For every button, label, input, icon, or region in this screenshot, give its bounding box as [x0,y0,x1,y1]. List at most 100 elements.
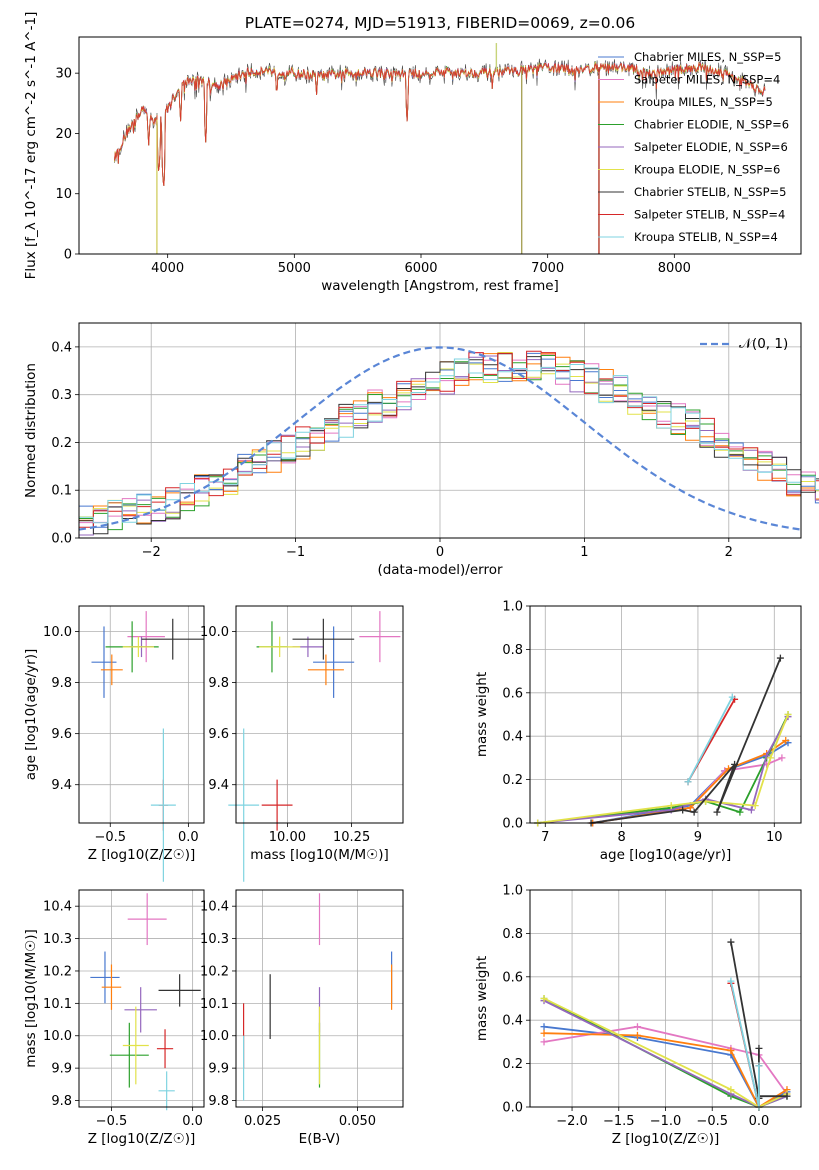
y-tick-label: 0.0 [51,532,72,547]
weight-point-marker [633,1023,641,1031]
x-tick-label: −0.5 [696,1114,728,1129]
plot-area [114,43,766,254]
panel-6: −0.5 0.0 9.8 9.9 10.0 10.1 10.2 10.3 10.4 Z [log1… [23,889,205,1147]
histogram-step [79,352,819,528]
weight-point-marker [727,938,735,946]
weight-point-marker [776,654,784,662]
y-tick-label: 0.3 [51,388,72,403]
x-axis-label: wavelength [Angstrom, rest frame] [321,278,559,294]
x-tick-label: −2 [142,545,161,560]
plot-area [228,611,401,882]
legend: Chabrier MILES, N_SSP=5 Salpeter MILES, N… [598,50,789,244]
weight-line [730,980,760,1108]
legend-label: Chabrier MILES, N_SSP=5 [634,50,781,64]
y-tick-label: 9.8 [208,1094,229,1109]
weight-point-marker [728,693,736,701]
panel-4: 10.00 10.25 9.4 9.6 9.8 10.0 mass [log10(M/M☉)… [200,605,404,882]
y-tick-label: 0.2 [502,773,523,788]
weight-point-marker [727,1047,735,1055]
axis-ticks: −2.0 −1.5 −1.0 −0.5 0.0 0.0 0.2 0.4 0.6 0.8 1.0 [502,884,769,1130]
weight-point-marker [727,977,735,985]
weight-point-marker [633,1031,641,1039]
legend-label: Salpeter STELIB, N_SSP=4 [634,208,785,222]
y-tick-label: 10 [55,187,72,202]
weight-point-marker [540,1038,548,1046]
y-tick-label: 0.8 [502,643,523,658]
legend-label: Chabrier STELIB, N_SSP=5 [634,185,786,199]
y-tick-label: 10.4 [43,900,72,915]
y-tick-label: 9.8 [208,676,229,691]
y-tick-label: 10.0 [43,625,72,640]
weight-point-marker [690,808,698,816]
weight-point-marker [731,760,739,768]
panel-8: −2.0 −1.5 −1.0 −0.5 0.0 0.0 0.2 0.4 0.6 0.8 1.0 Z [… [474,884,802,1147]
y-tick-label: 9.6 [208,727,229,742]
plot-area [540,938,791,1111]
y-tick-label: 0.4 [502,730,523,745]
x-tick-label: 8 [617,830,625,845]
axis-ticks: 4000 5000 6000 7000 8000 0 10 20 30 [55,67,690,276]
y-tick-label: 0 [64,248,72,263]
weight-line [537,714,789,824]
legend-label: Kroupa ELODIE, N_SSP=6 [634,163,780,177]
weight-point-marker [667,802,675,810]
y-axis-label: mass weight [474,956,490,1041]
y-tick-label: 0.4 [51,340,72,355]
legend-label: Salpeter MILES, N_SSP=4 [634,73,780,87]
x-axis-label: E(B-V) [299,1131,341,1147]
x-tick-label: 10 [766,830,783,845]
y-tick-label: 9.4 [208,778,229,793]
weight-point-marker [763,752,771,760]
y-tick-label: 9.8 [51,1094,72,1109]
y-axis-label: mass [log10(M/M☉)] [23,929,39,1068]
weight-point-marker [766,754,774,762]
x-tick-label: 0 [436,545,444,560]
x-tick-label: 7 [541,830,549,845]
y-tick-label: 1.0 [502,600,523,615]
weight-line [687,696,734,783]
x-tick-label: 6000 [404,261,437,276]
axes-frame [78,322,802,539]
axis-ticks: 7 8 9 10 0.0 0.2 0.4 0.6 0.8 1.0 [502,600,782,846]
y-tick-label: 9.4 [51,778,72,793]
y-tick-label: 0.6 [502,970,523,985]
y-tick-label: 10.2 [200,964,229,979]
axis-ticks: 0.025 0.050 9.8 9.9 10.0 10.1 10.2 10.3 10.4 [200,900,376,1129]
gridlines [79,890,204,1107]
x-tick-label: 2 [725,545,733,560]
panel-2: −2 −1 0 1 2 0.0 0.1 0.2 0.3 0.4 (data-model)/error… [23,322,819,578]
y-tick-label: 10.2 [43,964,72,979]
weight-point-marker [783,1092,791,1100]
gridlines [79,323,801,539]
panel-1: 4000 5000 6000 7000 8000 0 10 20 30 wavelength [A… [23,12,802,294]
axis-ticks: −2 −1 0 1 2 0.0 0.1 0.2 0.3 0.4 [51,340,733,560]
x-axis-label: age [log10(age/yr)] [600,847,732,863]
plot-area [534,654,792,827]
legend: 𝒩(0, 1) [700,336,788,352]
y-tick-label: 1.0 [502,884,523,899]
axis-ticks: −0.5 0.0 9.4 9.6 9.8 10.0 [43,625,199,845]
x-axis-label: Z [log10(Z/Z☉)] [612,1131,720,1147]
y-tick-label: 9.9 [208,1062,229,1077]
y-tick-label: 0.0 [502,1101,523,1116]
y-tick-label: 10.0 [200,1029,229,1044]
gridlines [530,889,801,1108]
y-tick-label: 10.0 [43,1029,72,1044]
weight-point-marker [713,808,721,816]
histogram-step [79,353,819,524]
x-tick-label: −0.5 [96,1114,128,1129]
x-tick-label: 5000 [278,261,311,276]
spectrum-line [114,62,766,186]
x-tick-label: −1 [286,545,305,560]
y-axis-label: mass weight [474,672,490,757]
axes-frame [235,889,404,1108]
weight-point-marker [755,1062,763,1070]
weight-point-marker [540,1023,548,1031]
weight-point-marker [540,995,548,1002]
weight-point-marker [751,802,759,810]
y-tick-label: 10.3 [200,932,229,947]
x-tick-label: 0.0 [182,1114,203,1129]
y-axis-label: Flux [f_λ 10^-17 erg cm^-2 s^-1 A^-1] [23,12,39,280]
weight-point-marker [736,808,744,816]
